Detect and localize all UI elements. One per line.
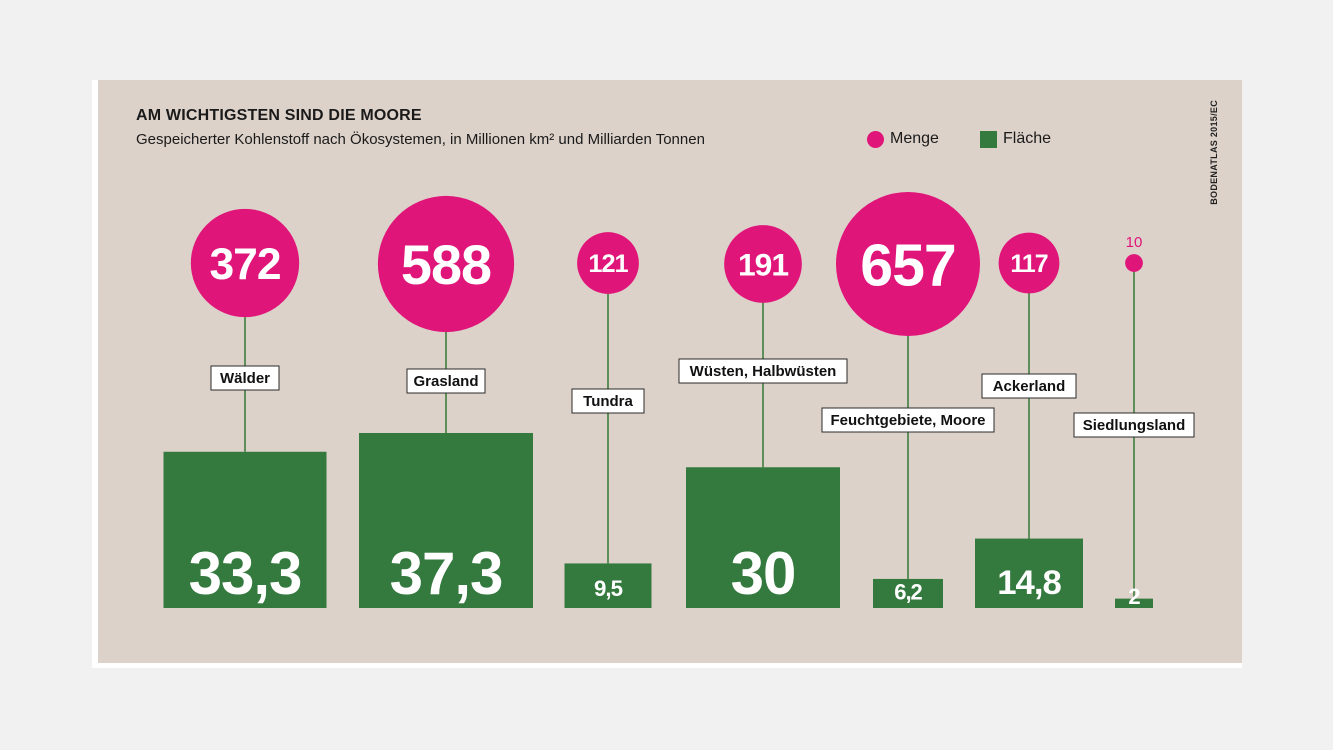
category-label-box [406, 368, 486, 394]
category-label-box [678, 358, 848, 384]
bubble-value-label: 10 [1126, 234, 1143, 251]
chart-panel: AM WICHTIGSTEN SIND DIE MOORE Gespeicher… [98, 80, 1242, 663]
category-label: Ackerland [993, 378, 1066, 395]
bar-flaeche [975, 538, 1083, 608]
category-label-box [571, 388, 645, 414]
category-label-box [1073, 412, 1195, 438]
bubble-menge [836, 192, 980, 336]
legend-flaeche-label: Fläche [1003, 130, 1052, 147]
bar-flaeche [359, 433, 533, 608]
bar-flaeche [564, 563, 652, 608]
bar-flaeche [686, 467, 840, 608]
bar-value-label: 37,3 [390, 540, 503, 607]
bubble-menge [190, 208, 300, 318]
bubble-menge [724, 225, 802, 303]
category-label: Feuchtgebiete, Moore [830, 412, 985, 429]
bar-flaeche [873, 578, 943, 608]
chart-card: AM WICHTIGSTEN SIND DIE MOORE Gespeicher… [92, 80, 1242, 668]
category-label: Wälder [220, 370, 270, 387]
bar-value-label: 14,8 [997, 564, 1061, 602]
legend-menge-label: Menge [890, 130, 939, 147]
bubble-value-label: 657 [860, 232, 956, 298]
bubble-value-label: 121 [588, 250, 628, 278]
category-label: Wüsten, Halbwüsten [690, 363, 837, 380]
bar-value-label: 6,2 [894, 580, 922, 605]
category-label-box [821, 407, 995, 433]
chart-title: AM WICHTIGSTEN SIND DIE MOORE [136, 107, 422, 124]
bubble-menge [998, 232, 1060, 294]
bubble-value-label: 588 [401, 233, 491, 296]
legend-menge: Menge [867, 130, 939, 150]
legend-menge-marker [867, 130, 884, 148]
category-label: Grasland [413, 373, 478, 390]
bar-value-label: 33,3 [189, 540, 302, 607]
legend-flaeche-marker [980, 130, 997, 148]
category-label-box [210, 365, 280, 391]
bar-flaeche [163, 451, 327, 608]
bubble-value-label: 191 [738, 246, 788, 282]
bar-value-label: 2 [1128, 584, 1140, 609]
bubble-menge [577, 232, 639, 294]
bubble-menge [1125, 254, 1143, 272]
bubble-value-label: 117 [1010, 250, 1047, 278]
bar-flaeche [1115, 598, 1153, 608]
legend-flaeche: Fläche [980, 130, 1051, 150]
category-label: Siedlungsland [1083, 417, 1186, 434]
bar-value-label: 30 [731, 540, 796, 607]
chart-svg: 372 33,3 Wälder 588 37,3 Grasland 121 9,5 Tundra… [163, 192, 1195, 609]
bubble-value-label: 372 [209, 240, 280, 289]
category-label-box [981, 373, 1077, 399]
bar-value-label: 9,5 [594, 576, 623, 601]
chart-subtitle: Gespeicherter Kohlenstoff nach Ökosystem… [136, 131, 705, 148]
category-label: Tundra [583, 393, 633, 410]
bubble-menge [377, 195, 515, 333]
